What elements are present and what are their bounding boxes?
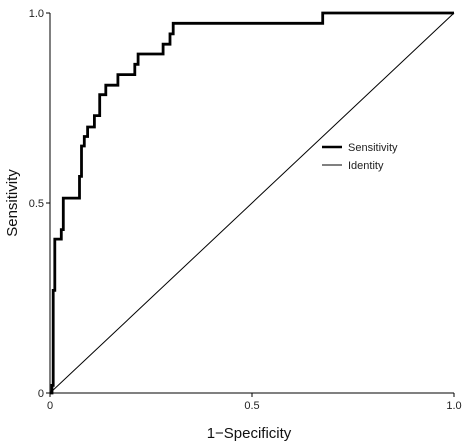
series-line-identity	[49, 12, 455, 394]
x-ticks: 0 0.5 1.0	[47, 393, 462, 412]
legend-label-identity: Identity	[348, 160, 384, 172]
legend-label-sensitivity: Sensitivity	[348, 142, 398, 154]
series-line-sensitivity	[50, 11, 454, 395]
x-tick-label: 0.5	[244, 400, 259, 412]
y-ticks: 0 0.5 1.0	[29, 8, 50, 400]
x-tick-label: 1.0	[446, 400, 461, 412]
x-axis-title: 1−Specificity	[207, 425, 292, 442]
y-tick-label: 0.5	[29, 198, 44, 210]
legend: Sensitivity Identity	[322, 142, 398, 172]
y-tick-label: 1.0	[29, 8, 44, 20]
x-tick-label: 0	[47, 400, 53, 412]
series-layer	[49, 11, 455, 395]
y-axis-title: Sensitivity	[4, 169, 21, 237]
y-tick-label: 0	[38, 388, 44, 400]
